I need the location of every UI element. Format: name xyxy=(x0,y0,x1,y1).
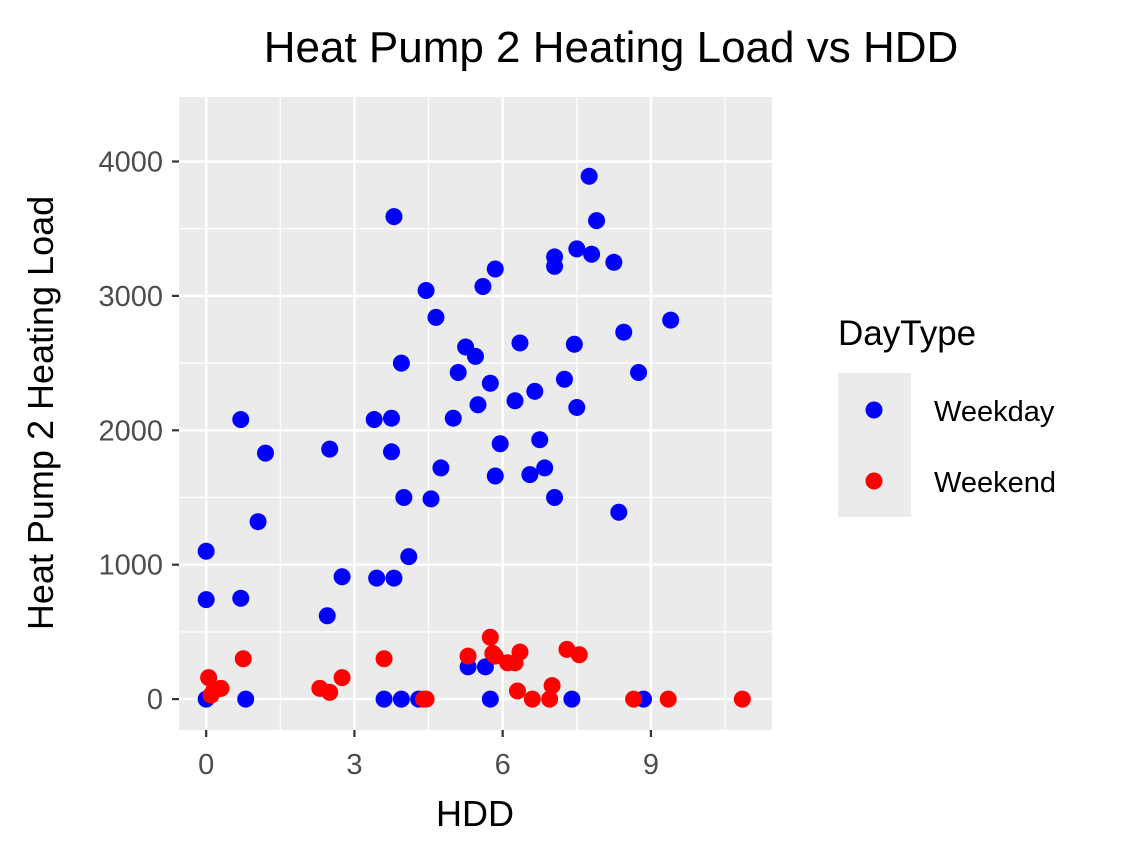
weekend-point xyxy=(375,650,393,668)
weekend-point xyxy=(511,643,529,661)
weekday-point xyxy=(546,257,564,275)
weekday-point xyxy=(583,245,601,263)
weekday-point xyxy=(563,690,581,708)
weekday-point xyxy=(580,167,598,185)
weekend-point xyxy=(417,690,435,708)
weekday-point xyxy=(491,435,509,453)
legend-weekday-marker xyxy=(865,401,883,419)
weekday-point xyxy=(486,260,504,278)
weekend-point xyxy=(509,682,527,700)
weekday-point xyxy=(392,354,410,372)
weekday-point xyxy=(422,490,440,508)
plot-panel xyxy=(179,97,772,730)
weekday-point xyxy=(467,347,484,365)
y-tick-label: 2000 xyxy=(98,415,163,447)
legend-weekend-marker xyxy=(865,472,883,490)
weekday-point xyxy=(318,607,336,625)
weekday-point xyxy=(249,513,267,531)
weekday-point xyxy=(392,690,410,708)
weekday-point xyxy=(481,374,499,392)
weekday-point xyxy=(382,409,400,427)
chart-title: Heat Pump 2 Heating Load vs HDD xyxy=(264,23,959,72)
x-tick-label: 0 xyxy=(198,749,214,781)
weekday-point xyxy=(588,212,606,230)
weekday-point xyxy=(630,364,648,382)
weekday-point xyxy=(506,392,524,410)
weekend-point xyxy=(733,690,751,708)
weekday-point xyxy=(400,548,418,566)
weekday-point xyxy=(321,440,339,458)
weekday-point xyxy=(546,488,564,506)
weekday-point xyxy=(536,459,554,477)
weekday-point xyxy=(197,542,215,560)
y-tick-label: 3000 xyxy=(98,281,163,313)
weekday-point xyxy=(610,503,628,521)
weekday-point xyxy=(432,459,450,477)
weekday-point xyxy=(565,335,583,353)
weekday-point xyxy=(531,431,549,449)
weekday-point xyxy=(511,334,529,352)
x-axis-title: HDD xyxy=(436,793,514,834)
weekday-point xyxy=(197,591,215,609)
legend-title: DayType xyxy=(838,314,976,353)
weekday-point xyxy=(476,658,494,676)
weekend-point xyxy=(212,679,230,697)
x-tick-label: 9 xyxy=(643,749,659,781)
weekday-point xyxy=(375,690,393,708)
weekday-point xyxy=(417,282,435,300)
legend: DayType Weekday Weekend xyxy=(838,314,1056,517)
weekend-point xyxy=(321,683,339,701)
weekday-point xyxy=(232,589,250,607)
legend-weekday-label: Weekday xyxy=(934,396,1055,428)
weekend-point xyxy=(200,669,218,687)
weekday-point xyxy=(449,364,467,382)
weekday-point xyxy=(385,569,403,587)
weekday-point xyxy=(232,411,250,429)
weekend-point xyxy=(659,690,677,708)
weekday-point xyxy=(368,569,386,587)
weekday-point xyxy=(382,443,400,461)
weekday-point xyxy=(444,409,462,427)
y-tick-label: 4000 xyxy=(98,147,163,179)
weekday-point xyxy=(474,277,492,295)
x-tick-label: 6 xyxy=(495,749,511,781)
x-tick-label: 3 xyxy=(346,749,362,781)
weekday-point xyxy=(237,690,255,708)
weekday-point xyxy=(662,311,680,329)
weekday-point xyxy=(568,398,586,416)
weekday-point xyxy=(427,308,445,326)
legend-weekend-label: Weekend xyxy=(934,467,1056,499)
weekend-point xyxy=(625,690,643,708)
weekend-point xyxy=(234,650,252,668)
weekday-point xyxy=(469,396,487,414)
y-axis: 0 1000 2000 3000 4000 xyxy=(98,147,179,716)
weekday-point xyxy=(395,488,413,506)
data-points xyxy=(197,167,751,708)
weekend-point xyxy=(459,647,477,665)
weekend-point xyxy=(570,646,588,664)
weekday-point xyxy=(555,370,573,388)
weekday-point xyxy=(605,253,623,271)
weekday-point xyxy=(526,382,544,400)
legend-key-background xyxy=(838,373,911,517)
weekday-point xyxy=(486,467,504,485)
weekday-point xyxy=(615,323,633,341)
weekend-point xyxy=(333,669,351,687)
weekday-point xyxy=(333,568,351,586)
weekday-point xyxy=(521,466,539,484)
x-axis: 0 3 6 9 xyxy=(198,730,659,781)
y-axis-title: Heat Pump 2 Heating Load xyxy=(20,196,61,630)
weekend-point xyxy=(523,690,541,708)
weekend-point xyxy=(541,690,559,708)
weekday-point xyxy=(481,690,499,708)
weekend-point xyxy=(543,677,561,695)
y-tick-label: 1000 xyxy=(98,550,163,582)
weekday-point xyxy=(256,444,274,462)
weekday-point xyxy=(385,208,403,226)
y-tick-label: 0 xyxy=(147,684,163,716)
weekday-point xyxy=(365,411,383,429)
weekday-point xyxy=(568,240,586,258)
weekend-point xyxy=(481,628,499,646)
